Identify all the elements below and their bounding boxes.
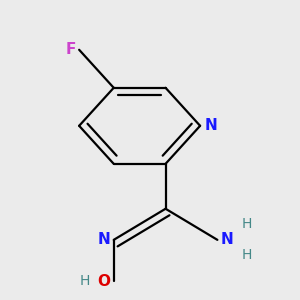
- Text: N: N: [98, 232, 110, 247]
- Text: O: O: [97, 274, 110, 289]
- Text: H: H: [242, 248, 252, 262]
- Text: N: N: [204, 118, 217, 133]
- Text: H: H: [242, 217, 252, 231]
- Text: F: F: [65, 42, 76, 57]
- Text: N: N: [221, 232, 234, 247]
- Text: H: H: [79, 274, 89, 288]
